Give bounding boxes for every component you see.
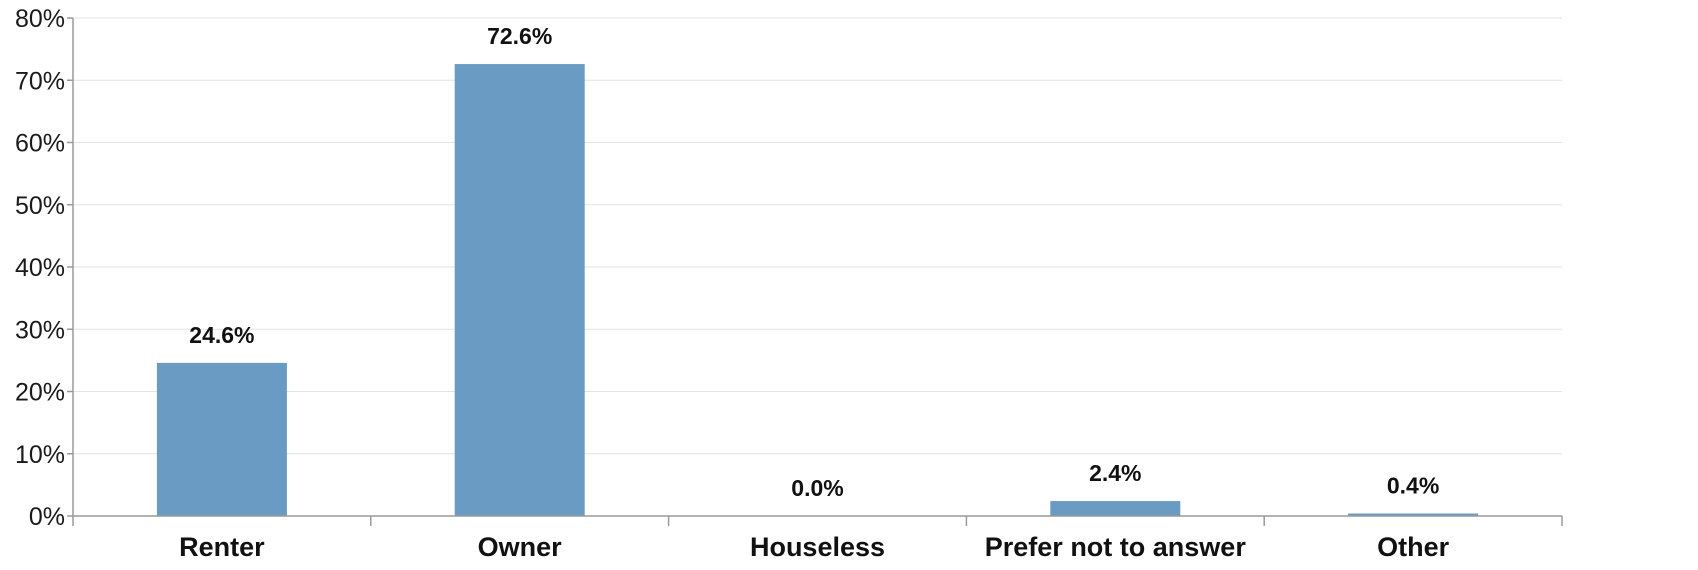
- category-label: Renter: [179, 532, 265, 562]
- y-tick-label: 40%: [15, 254, 65, 282]
- y-tick-label: 60%: [15, 130, 65, 158]
- bar: [1348, 513, 1479, 516]
- y-tick-label: 50%: [15, 192, 65, 220]
- data-label: 0.0%: [791, 475, 843, 501]
- category-label: Owner: [478, 532, 563, 562]
- gridlines: [73, 17, 1562, 455]
- y-tick-label: 20%: [15, 379, 65, 407]
- x-axis-category-labels: Renter Owner Houseless Prefer not to answer…: [179, 532, 1449, 562]
- axes: [67, 17, 1563, 526]
- y-tick-label: 80%: [15, 5, 65, 33]
- bar: [1050, 501, 1181, 516]
- y-tick-label: 0%: [29, 503, 65, 531]
- y-tick-label: 70%: [15, 67, 65, 95]
- y-tick-label: 30%: [15, 316, 65, 344]
- y-axis-tick-labels: 0% 10% 20% 30% 40% 50% 60% 70% 80%: [15, 5, 65, 531]
- data-label: 24.6%: [189, 322, 254, 348]
- category-label: Prefer not to answer: [985, 532, 1247, 562]
- category-label: Houseless: [750, 532, 885, 562]
- data-label: 2.4%: [1089, 460, 1141, 486]
- data-label: 0.4%: [1387, 473, 1439, 499]
- bars: [156, 64, 1479, 516]
- bar: [156, 362, 287, 516]
- bar: [454, 64, 585, 516]
- data-label: 72.6%: [487, 23, 552, 49]
- y-tick-label: 10%: [15, 441, 65, 469]
- data-labels: 24.6% 72.6% 0.0% 2.4% 0.4%: [189, 23, 1439, 501]
- category-label: Other: [1377, 532, 1450, 562]
